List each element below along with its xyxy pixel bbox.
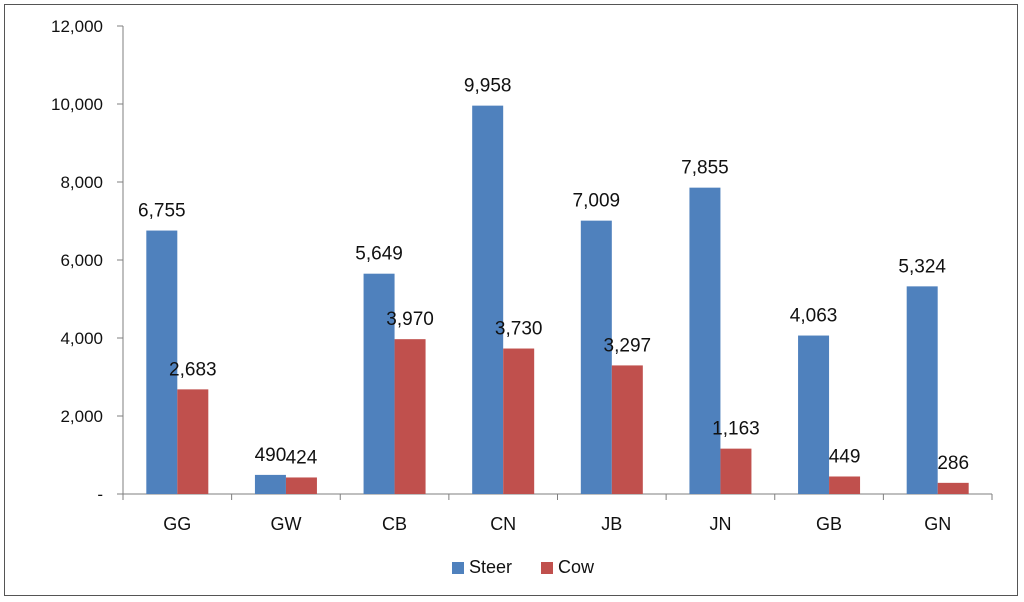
bar-steer-jb bbox=[580, 220, 612, 495]
x-category-label: GN bbox=[924, 514, 951, 534]
bar-steer-jn bbox=[689, 187, 721, 494]
bar-cow-gw bbox=[285, 477, 317, 494]
bar-cow-gn bbox=[937, 482, 969, 494]
data-label-steer-jb: 7,009 bbox=[573, 191, 621, 212]
data-label-cow-gg: 2,683 bbox=[169, 359, 217, 380]
bar-cow-gg bbox=[177, 389, 209, 494]
bar-steer-gn bbox=[906, 286, 938, 494]
legend-label-cow: Cow bbox=[558, 557, 595, 577]
data-label-steer-cb: 5,649 bbox=[355, 244, 403, 265]
data-label-steer-gb: 4,063 bbox=[790, 306, 838, 327]
x-category-label: JB bbox=[601, 514, 622, 534]
data-label-cow-gn: 286 bbox=[937, 453, 969, 474]
data-label-steer-gg: 6,755 bbox=[138, 201, 186, 222]
bar-steer-cn bbox=[472, 105, 504, 494]
data-label-cow-jn: 1,163 bbox=[712, 419, 760, 440]
data-label-cow-cn: 3,730 bbox=[495, 319, 543, 340]
x-category-label: GB bbox=[816, 514, 842, 534]
bar-cow-gb bbox=[829, 476, 861, 494]
legend-swatch-cow bbox=[541, 562, 553, 574]
data-label-steer-gw: 490 bbox=[255, 445, 287, 466]
y-tick-label: 2,000 bbox=[60, 407, 103, 426]
x-category-label: JN bbox=[709, 514, 731, 534]
y-tick-label: - bbox=[97, 485, 103, 504]
y-tick-label: 10,000 bbox=[51, 95, 103, 114]
x-category-label: GW bbox=[270, 514, 301, 534]
x-category-label: CN bbox=[490, 514, 516, 534]
data-label-cow-gw: 424 bbox=[286, 447, 318, 468]
legend-label-steer: Steer bbox=[469, 557, 512, 577]
bar-steer-cb bbox=[363, 273, 395, 494]
bar-cow-jn bbox=[720, 448, 752, 494]
y-tick-label: 6,000 bbox=[60, 251, 103, 270]
legend-swatch-steer bbox=[452, 562, 464, 574]
bar-steer-gb bbox=[798, 335, 830, 494]
y-tick-label: 4,000 bbox=[60, 329, 103, 348]
bar-steer-gg bbox=[146, 230, 178, 494]
bar-steer-gw bbox=[254, 474, 286, 494]
data-label-steer-jn: 7,855 bbox=[681, 158, 729, 179]
bar-cow-cb bbox=[394, 339, 426, 494]
y-tick-label: 12,000 bbox=[51, 17, 103, 36]
data-label-cow-jb: 3,297 bbox=[604, 335, 652, 356]
data-label-steer-gn: 5,324 bbox=[898, 256, 946, 277]
x-category-label: CB bbox=[382, 514, 407, 534]
bar-cow-jb bbox=[611, 365, 643, 494]
x-category-label: GG bbox=[163, 514, 191, 534]
data-label-steer-cn: 9,958 bbox=[464, 76, 512, 97]
data-label-cow-cb: 3,970 bbox=[386, 309, 434, 330]
y-tick-label: 8,000 bbox=[60, 173, 103, 192]
bar-cow-cn bbox=[503, 348, 535, 494]
data-label-cow-gb: 449 bbox=[829, 446, 861, 467]
